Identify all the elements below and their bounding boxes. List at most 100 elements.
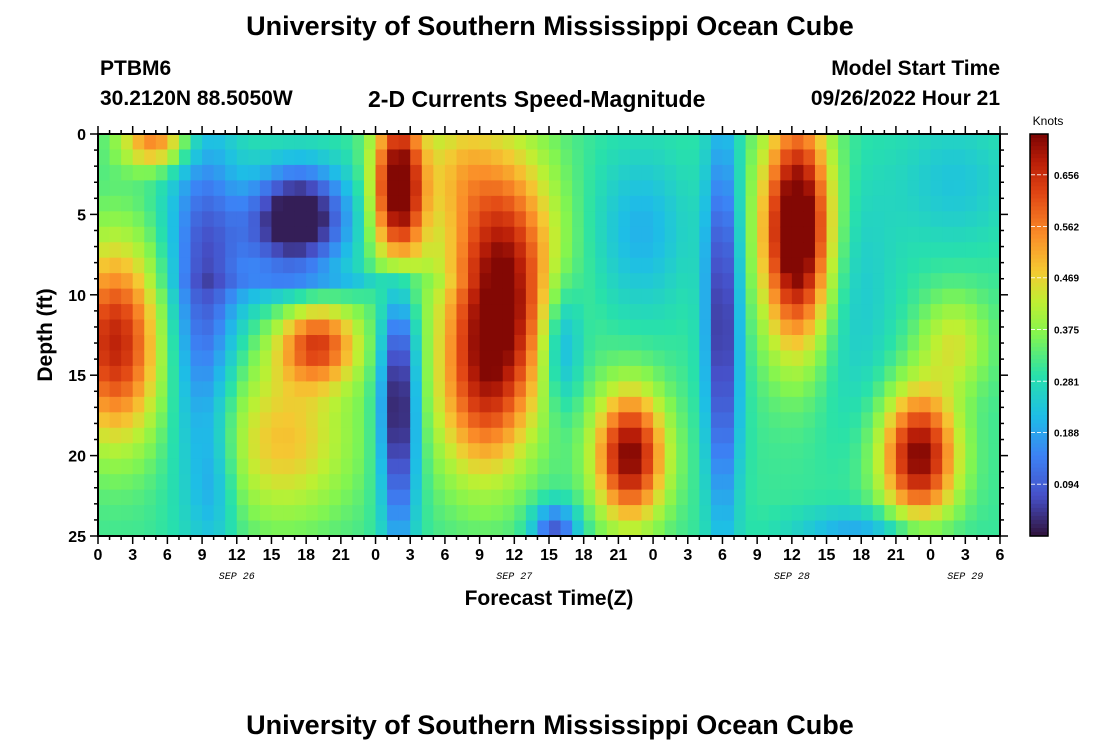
heatmap-cell [988,489,1001,506]
heatmap-cell [283,164,296,181]
heatmap-cell [491,134,504,151]
heatmap-cell [641,474,654,491]
heatmap-cell [814,335,828,352]
heatmap-cell [410,180,423,197]
heatmap-cell [537,443,550,460]
heatmap-cell [549,226,562,243]
heatmap-cell [572,396,585,413]
heatmap-cell [491,396,504,413]
heatmap-cell [768,257,781,274]
heatmap-cell [502,226,515,243]
heatmap-cell [121,412,134,429]
colorbar-segment [1030,278,1048,284]
heatmap-cell [491,195,504,212]
heatmap-cell [155,211,168,228]
heatmap-cell [791,474,805,491]
heatmap-cell [132,505,145,522]
heatmap-cell [294,288,307,305]
heatmap-cell [144,273,157,290]
heatmap-cell [132,304,145,321]
heatmap-cell [745,211,758,228]
heatmap-cell [121,304,134,321]
heatmap-cell [132,365,145,382]
heatmap-cell [907,412,920,429]
heatmap-cell [387,319,400,336]
y-tick-label: 0 [77,127,86,144]
heatmap-cell [664,164,677,181]
heatmap-cell [306,412,319,429]
heatmap-cell [664,319,677,336]
heatmap-cell [306,257,319,274]
heatmap-cell [283,474,296,491]
heatmap-cell [791,335,805,352]
heatmap-cell [202,381,215,398]
heatmap-cell [814,273,828,290]
heatmap-cell [271,350,284,367]
heatmap-cell [606,396,619,413]
heatmap-cell [491,365,504,382]
heatmap-cell [121,520,134,537]
heatmap-cell [109,180,122,197]
heatmap-cell [884,381,897,398]
colorbar-segment [1030,403,1048,408]
heatmap-cell [722,489,735,506]
x-tick-label: 21 [332,547,350,564]
heatmap-cell [618,180,631,197]
heatmap-cell [340,474,354,491]
heatmap-cell [629,365,643,382]
heatmap-cell [109,288,122,305]
colorbar-segment [1030,383,1048,388]
heatmap-cell [942,226,955,243]
heatmap-cell [710,335,724,352]
heatmap-cell [202,211,215,228]
heatmap-cell [433,489,446,506]
heatmap-cell [468,288,481,305]
heatmap-cell [676,257,689,274]
heatmap-cell [814,164,828,181]
heatmap-cell [745,257,758,274]
heatmap-cell [225,427,238,444]
heatmap-cell [121,149,134,166]
heatmap-cell [340,304,354,321]
heatmap-cell [491,211,504,228]
heatmap-cell [907,458,920,475]
heatmap-cell [780,134,793,151]
y-tick-label: 10 [68,288,86,305]
heatmap-cell [791,381,805,398]
heatmap-cell [976,288,990,305]
heatmap-cell [976,474,990,491]
heatmap-cell [329,319,342,336]
heatmap-cell [479,474,492,491]
heatmap-cell [352,134,365,151]
heatmap-cell [433,427,446,444]
heatmap-cell [178,505,192,522]
heatmap-cell [132,443,145,460]
heatmap-cell [433,396,446,413]
heatmap-cell [710,195,724,212]
heatmap-cell [317,319,330,336]
heatmap-cell [121,443,134,460]
colorbar-segment [1030,198,1048,203]
heatmap-cell [144,149,157,166]
heatmap-cell [514,288,527,305]
heatmap-cell [109,396,122,413]
colorbar-segment [1030,515,1048,521]
heatmap-cell [687,335,700,352]
x-date-label: SEP 29 [947,572,983,583]
heatmap-cell [676,180,689,197]
heatmap-cell [502,458,515,475]
heatmap-cell [537,365,550,382]
heatmap-cell [202,412,215,429]
heatmap-cell [930,489,943,506]
heatmap-cell [988,149,1001,166]
heatmap-cell [710,365,724,382]
heatmap-cell [942,427,955,444]
heatmap-cell [595,257,608,274]
colorbar-segment [1030,431,1048,437]
heatmap-cell [271,505,284,522]
heatmap-cell [375,304,388,321]
heatmap-cell [468,149,481,166]
heatmap-cell [502,412,515,429]
heatmap-cell [479,350,492,367]
heatmap-cell [583,304,596,321]
